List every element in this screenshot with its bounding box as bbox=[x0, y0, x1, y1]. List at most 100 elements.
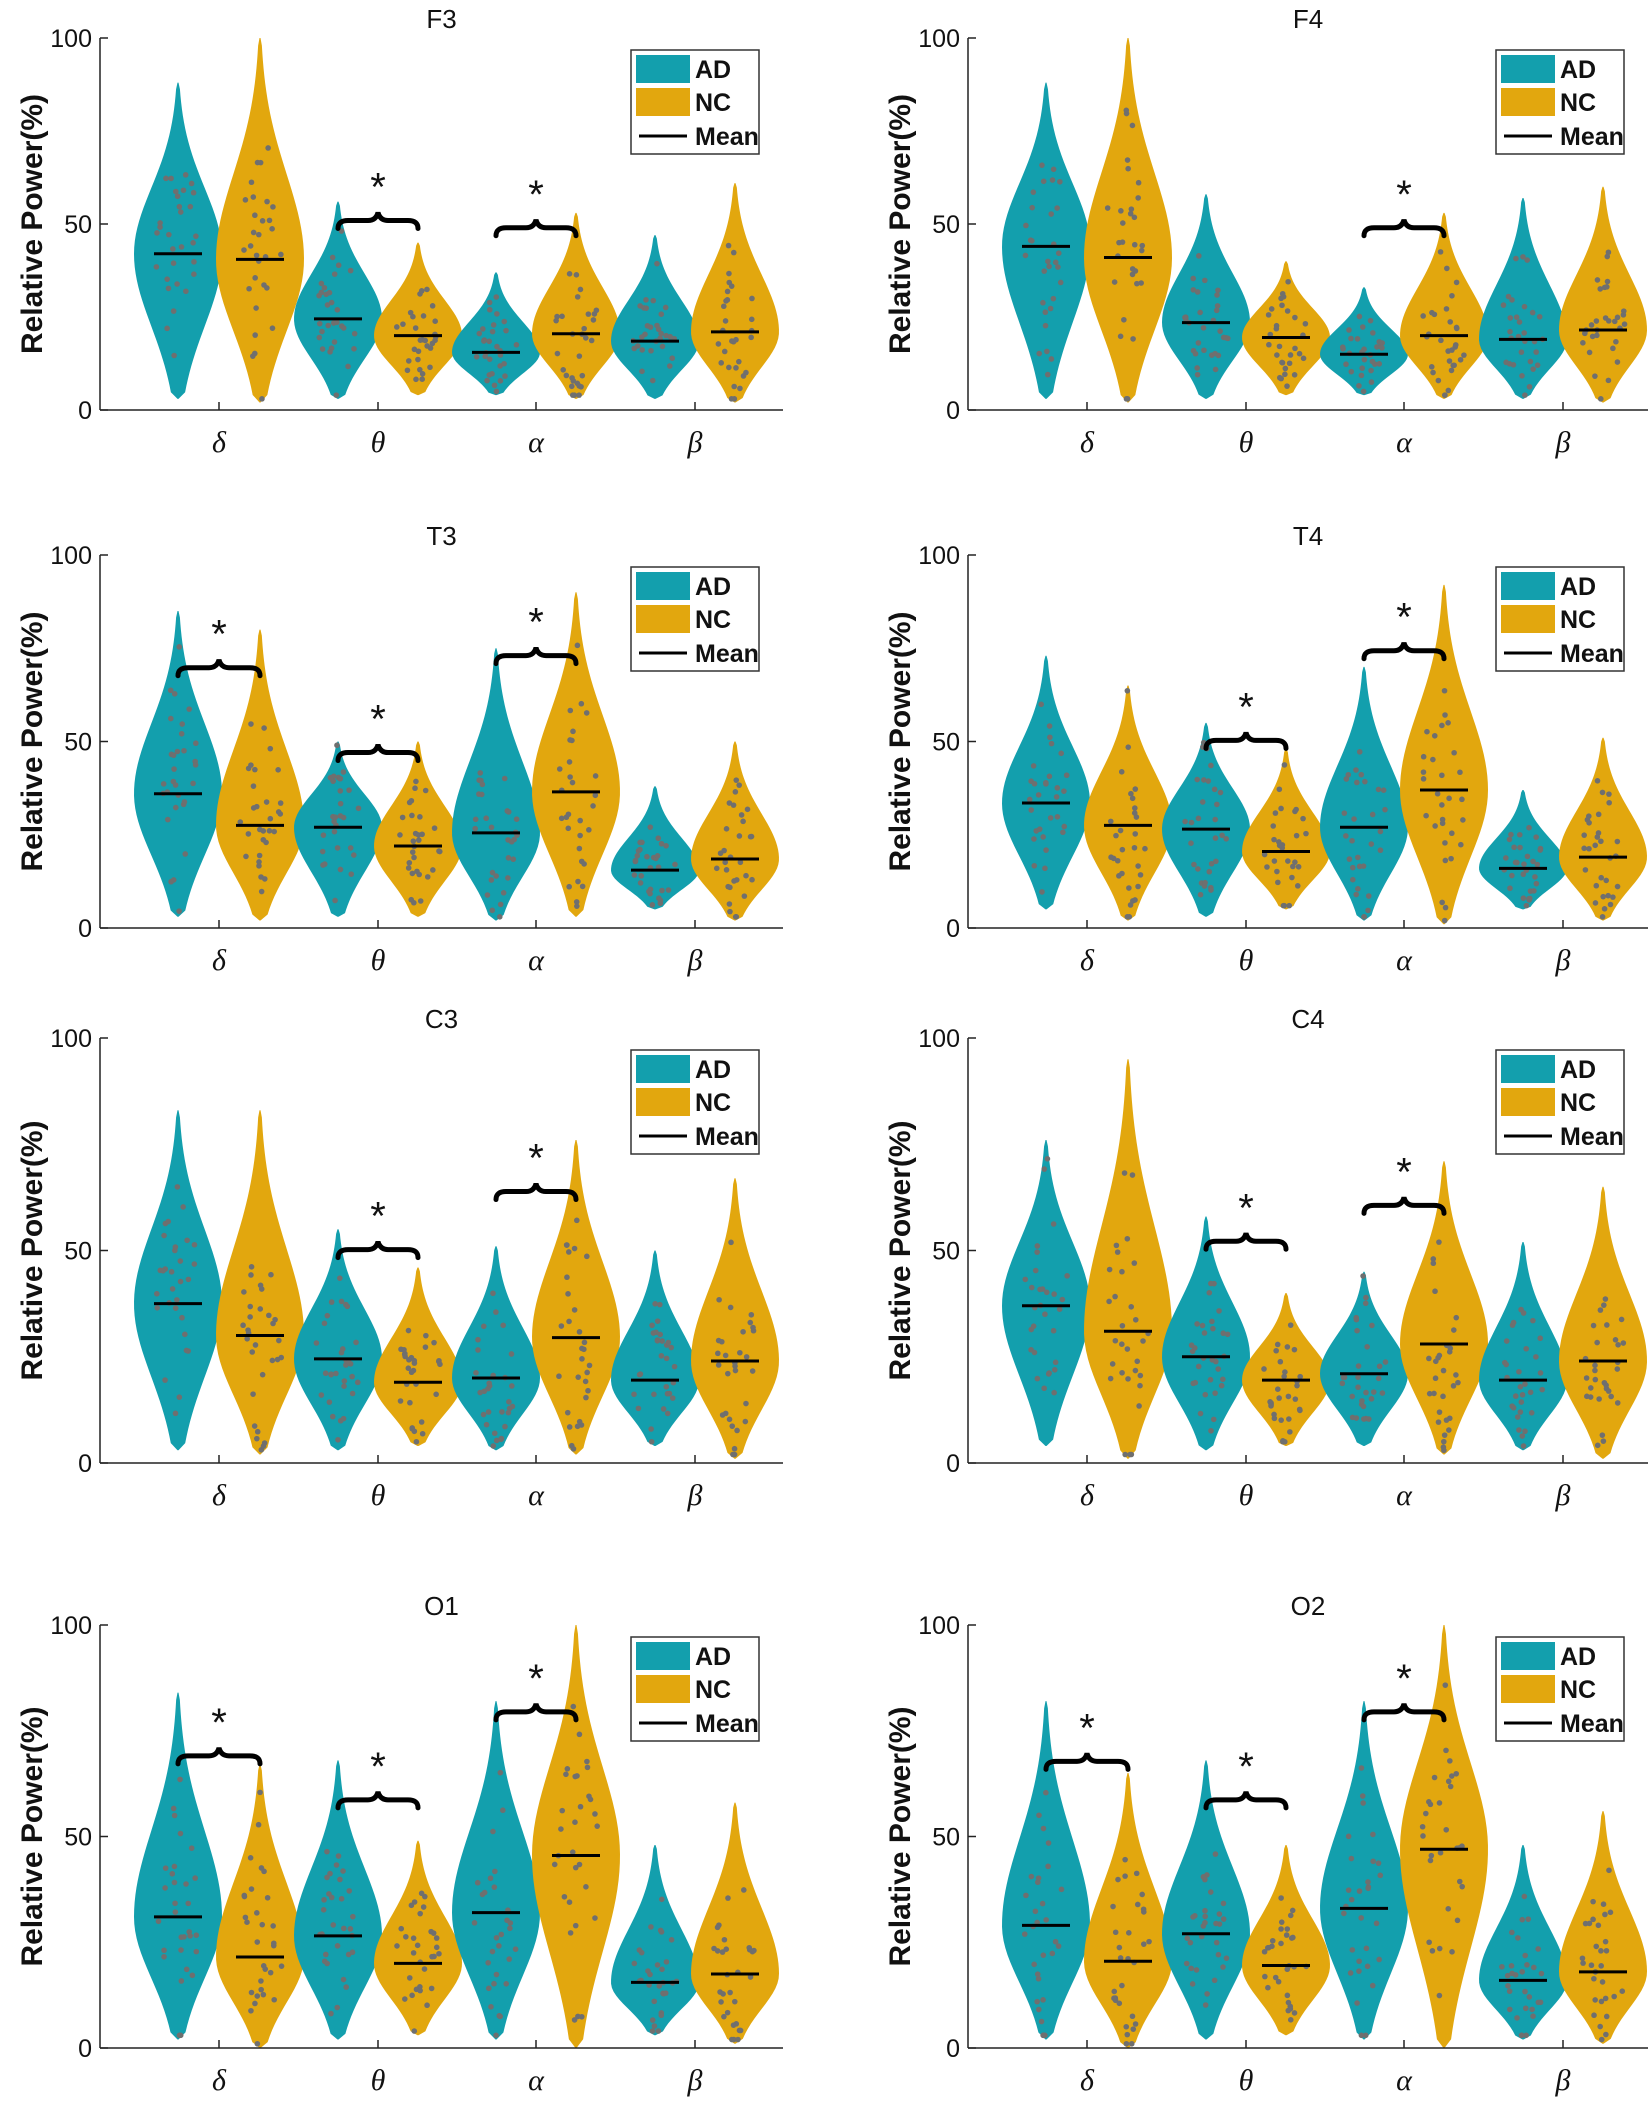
data-point bbox=[1142, 845, 1148, 852]
data-point bbox=[1284, 1992, 1291, 1999]
data-point bbox=[1194, 371, 1201, 378]
data-point bbox=[1594, 332, 1600, 339]
data-point bbox=[417, 366, 423, 373]
legend-ad-swatch bbox=[1501, 55, 1555, 83]
data-point bbox=[722, 859, 729, 866]
data-point bbox=[1603, 2031, 1609, 2038]
data-point bbox=[1517, 1384, 1524, 1390]
data-point bbox=[1356, 1888, 1363, 1894]
data-point bbox=[715, 1362, 722, 1368]
data-point bbox=[1266, 341, 1272, 348]
data-point bbox=[507, 1920, 514, 1926]
data-point bbox=[275, 766, 281, 773]
data-point bbox=[567, 737, 573, 743]
data-point bbox=[1518, 349, 1525, 355]
data-point bbox=[1278, 1940, 1284, 1947]
violin-nc-3 bbox=[691, 1802, 779, 2044]
legend-ad-swatch bbox=[1501, 1642, 1555, 1670]
data-point bbox=[512, 1946, 519, 1952]
data-point bbox=[1035, 1875, 1042, 1881]
y-tick-label: 0 bbox=[78, 397, 92, 425]
y-tick-label: 0 bbox=[946, 915, 960, 943]
data-point bbox=[505, 809, 512, 815]
data-point bbox=[656, 1983, 663, 1989]
data-point bbox=[1605, 318, 1612, 324]
data-point bbox=[567, 707, 574, 714]
data-point bbox=[1212, 835, 1219, 841]
data-point bbox=[1119, 239, 1126, 245]
data-point bbox=[572, 1864, 579, 1871]
data-point bbox=[1110, 1903, 1116, 1910]
data-point bbox=[248, 179, 255, 186]
data-point bbox=[1201, 777, 1207, 783]
data-point bbox=[1210, 1325, 1216, 1332]
panel-title: T3 bbox=[426, 521, 456, 551]
data-point bbox=[1287, 2017, 1294, 2023]
data-point bbox=[1212, 366, 1219, 373]
data-point bbox=[1526, 824, 1532, 831]
data-point bbox=[1022, 252, 1029, 259]
data-point bbox=[481, 338, 487, 344]
data-point bbox=[1291, 2010, 1298, 2016]
data-point bbox=[1215, 287, 1221, 294]
data-point bbox=[1132, 786, 1139, 792]
data-point bbox=[177, 2032, 184, 2039]
data-point bbox=[1375, 786, 1382, 793]
data-point bbox=[579, 1345, 585, 1352]
data-point bbox=[1368, 1396, 1375, 1402]
data-point bbox=[165, 1218, 171, 1225]
data-point bbox=[721, 2013, 727, 2020]
data-point bbox=[1523, 2032, 1529, 2039]
data-point bbox=[331, 828, 338, 835]
data-point bbox=[490, 1443, 497, 1449]
data-point bbox=[257, 1282, 264, 1289]
data-point bbox=[1436, 1239, 1442, 1245]
data-point bbox=[1261, 1366, 1267, 1372]
panel-title: O2 bbox=[1291, 1591, 1326, 1621]
data-point bbox=[1121, 1170, 1128, 1176]
data-point bbox=[1439, 772, 1445, 779]
data-point bbox=[1278, 1926, 1284, 1932]
data-point bbox=[401, 1346, 407, 1353]
data-point bbox=[177, 1278, 184, 1285]
data-point bbox=[1507, 885, 1513, 892]
data-point bbox=[558, 1323, 565, 1329]
legend-nc-label: NC bbox=[1560, 89, 1596, 117]
data-point bbox=[1359, 365, 1365, 371]
data-point bbox=[493, 873, 499, 879]
data-point bbox=[585, 1387, 591, 1394]
data-point bbox=[169, 1286, 176, 1292]
data-point bbox=[1445, 387, 1452, 394]
data-point bbox=[1586, 845, 1592, 852]
data-point bbox=[659, 887, 665, 894]
data-point bbox=[418, 1890, 425, 1897]
data-point bbox=[731, 1445, 738, 1452]
violin-nc-0 bbox=[216, 629, 304, 921]
data-point bbox=[1516, 319, 1523, 325]
data-point bbox=[1050, 1327, 1057, 1334]
data-point bbox=[1353, 891, 1360, 898]
data-point bbox=[501, 318, 508, 325]
data-point bbox=[1349, 837, 1355, 844]
legend-ad-swatch bbox=[636, 1642, 690, 1670]
data-point bbox=[1594, 778, 1601, 784]
data-point bbox=[572, 1773, 578, 1780]
data-point bbox=[724, 297, 731, 303]
data-point bbox=[161, 1953, 167, 1960]
data-point bbox=[1274, 352, 1280, 358]
data-point bbox=[671, 1363, 678, 1370]
data-point bbox=[1449, 830, 1455, 837]
data-point bbox=[1605, 249, 1612, 256]
data-point bbox=[1579, 1955, 1586, 1962]
panel-title: C3 bbox=[425, 1004, 458, 1034]
data-point bbox=[1598, 396, 1604, 402]
data-point bbox=[259, 1921, 266, 1928]
data-point bbox=[1278, 1919, 1285, 1925]
data-point bbox=[270, 1320, 276, 1327]
data-point bbox=[269, 325, 276, 331]
data-point bbox=[252, 275, 258, 281]
data-point bbox=[1430, 1260, 1437, 1267]
data-point bbox=[172, 804, 179, 811]
data-point bbox=[1207, 1889, 1214, 1895]
